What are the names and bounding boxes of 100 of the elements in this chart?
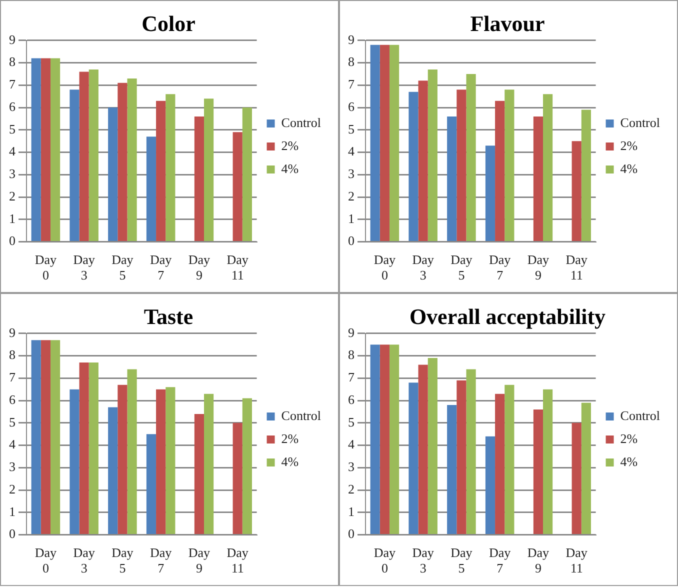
bar <box>504 90 514 242</box>
legend-label: 2% <box>620 138 638 153</box>
x-tick-label: Day 11 <box>226 252 249 283</box>
bar <box>146 434 156 534</box>
y-tick-label: 1 <box>348 210 354 226</box>
bar <box>380 344 390 534</box>
bar <box>447 116 457 242</box>
y-tick-label: 8 <box>9 347 16 362</box>
bar <box>40 340 50 534</box>
y-tick-label: 4 <box>9 436 16 452</box>
bar <box>50 340 60 534</box>
bar <box>88 362 98 534</box>
chart-title: Flavour <box>470 10 546 36</box>
bar <box>466 74 476 242</box>
x-tick-label: Day 11 <box>226 545 249 576</box>
y-tick-label: 6 <box>348 392 355 407</box>
x-tick-label: Day 5 <box>112 252 134 283</box>
y-tick-label: 7 <box>348 76 355 92</box>
y-tick-label: 1 <box>348 504 354 519</box>
bar <box>204 98 214 242</box>
bar <box>127 78 137 242</box>
bar <box>166 94 176 242</box>
bar <box>118 82 128 242</box>
y-tick-label: 7 <box>9 76 16 92</box>
bar <box>543 389 553 534</box>
y-tick-label: 2 <box>348 481 354 496</box>
y-tick-label: 3 <box>348 166 354 182</box>
y-tick-label: 7 <box>348 370 355 385</box>
bar <box>533 409 544 534</box>
bar <box>389 44 400 242</box>
bar <box>572 422 582 534</box>
legend-label: 2% <box>281 430 299 446</box>
y-tick-label: 8 <box>348 54 354 70</box>
bar <box>88 69 98 242</box>
x-tick-label: Day 5 <box>450 545 473 576</box>
y-tick-label: 0 <box>348 233 354 248</box>
x-tick-label: Day 9 <box>527 545 550 576</box>
bar <box>370 44 380 242</box>
x-tick-label: Day 7 <box>488 545 512 576</box>
y-tick-label: 6 <box>9 392 16 407</box>
bar <box>572 141 582 242</box>
bar <box>50 58 60 242</box>
y-tick-label: 2 <box>348 188 354 204</box>
x-tick-label: Day 11 <box>566 252 588 283</box>
x-tick-label: Day 3 <box>73 545 96 576</box>
y-tick-label: 2 <box>9 481 16 496</box>
y-tick-label: 4 <box>348 436 355 452</box>
legend-label: 2% <box>281 138 299 153</box>
legend-label: 4% <box>281 454 299 469</box>
y-tick-label: 6 <box>9 98 16 114</box>
bar <box>79 362 89 534</box>
x-tick-label: Day 7 <box>488 252 512 283</box>
bar <box>40 58 50 242</box>
bar <box>581 110 591 242</box>
bar <box>79 72 89 242</box>
bar <box>194 116 204 242</box>
legend-label: Control <box>281 114 322 130</box>
x-tick-label: Day 3 <box>412 252 434 283</box>
x-tick-label: Day 0 <box>374 252 396 283</box>
bar <box>31 340 41 534</box>
bar <box>70 389 80 534</box>
bar <box>70 90 80 242</box>
chart-title: Color <box>142 10 196 36</box>
y-tick-label: 1 <box>9 210 16 226</box>
y-tick-label: 5 <box>348 121 354 136</box>
bar <box>418 364 428 534</box>
bar <box>485 436 496 534</box>
bar <box>485 146 496 242</box>
x-tick-label: Day 9 <box>527 252 550 283</box>
y-tick-label: 9 <box>9 324 16 340</box>
bar <box>31 58 41 242</box>
x-tick-label: Day 0 <box>374 545 396 576</box>
y-tick-label: 5 <box>9 414 16 430</box>
bar <box>456 380 466 534</box>
bar <box>232 422 242 534</box>
x-tick-label: Day 9 <box>188 252 211 283</box>
y-tick-label: 5 <box>348 414 354 430</box>
x-tick-label: Day 3 <box>73 252 96 283</box>
y-tick-label: 3 <box>348 459 354 474</box>
bar <box>380 44 390 242</box>
y-tick-label: 8 <box>348 347 354 362</box>
bar <box>543 94 553 242</box>
y-tick-label: 0 <box>348 526 354 542</box>
x-tick-label: Day 7 <box>150 545 172 576</box>
x-tick-label: Day 11 <box>566 545 588 576</box>
bar <box>156 389 166 534</box>
bar <box>242 398 252 534</box>
y-tick-label: 0 <box>9 233 16 248</box>
bar <box>428 69 438 242</box>
y-tick-label: 0 <box>9 526 16 542</box>
legend-label: Control <box>620 408 660 423</box>
legend-label: 4% <box>281 160 299 176</box>
bar <box>533 116 544 242</box>
y-tick-label: 7 <box>9 370 16 385</box>
legend-label: 4% <box>620 454 638 469</box>
y-tick-label: 5 <box>9 121 16 136</box>
bar <box>204 394 214 534</box>
y-tick-label: 3 <box>9 459 16 474</box>
bar <box>146 136 156 242</box>
chart-title: Taste <box>144 304 194 329</box>
